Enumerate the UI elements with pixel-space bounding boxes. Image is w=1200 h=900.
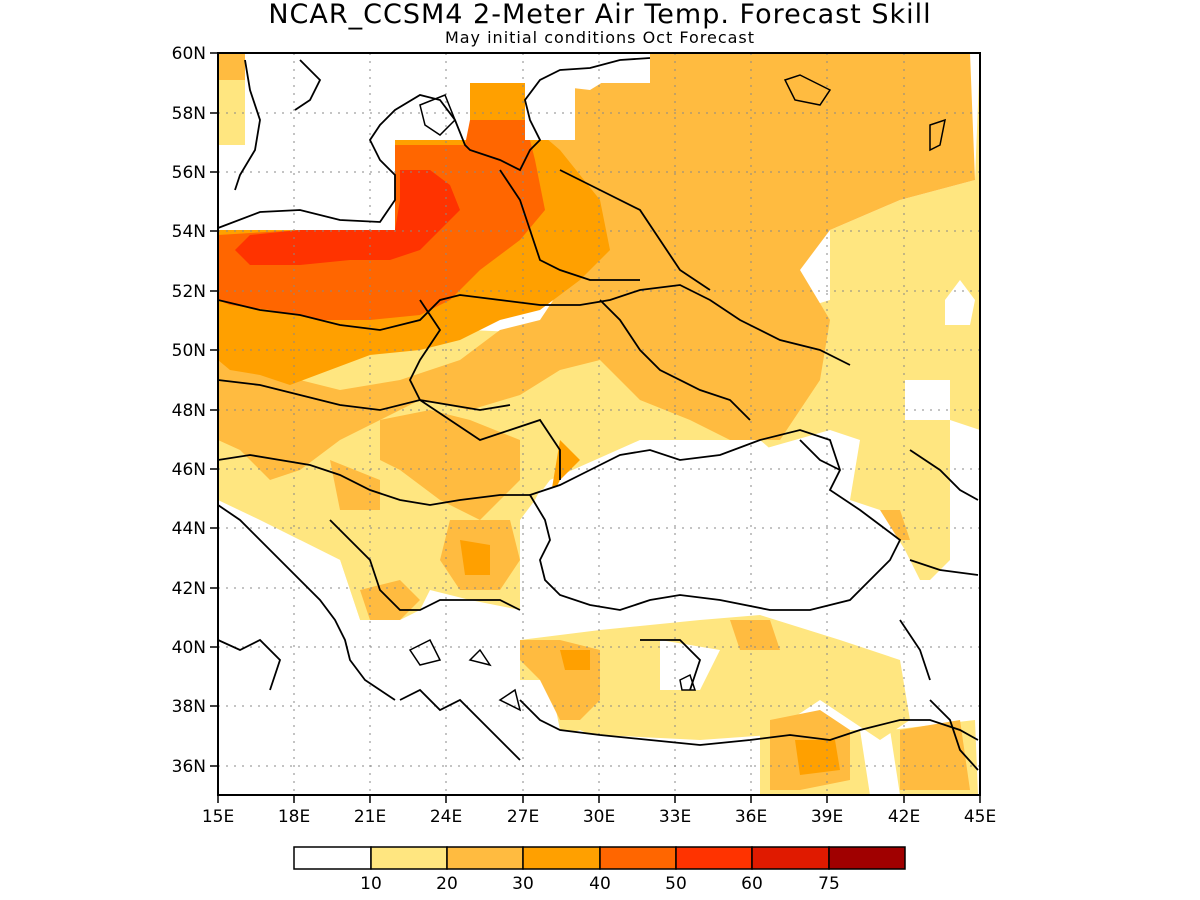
lon-label: 21E: [354, 807, 386, 827]
colorbar-swatch: [599, 846, 677, 870]
lat-label: 58N: [172, 104, 206, 124]
lon-label: 24E: [430, 807, 462, 827]
lon-label: 15E: [202, 807, 234, 827]
lat-label: 42N: [172, 579, 206, 599]
lon-label: 30E: [583, 807, 615, 827]
lat-label: 52N: [172, 282, 206, 302]
colorbar-swatch: [293, 846, 372, 870]
map-subtitle: May initial conditions Oct Forecast: [444, 28, 756, 47]
lat-label: 44N: [172, 519, 206, 539]
lat-label: 48N: [172, 401, 206, 421]
colorbar-swatch: [370, 846, 448, 870]
lon-labels: 15E 18E 21E 24E 27E 30E 33E 36E 39E 42E …: [202, 807, 996, 827]
lat-label: 50N: [172, 341, 206, 361]
coastlines: [218, 57, 979, 771]
shade-20-30: [218, 53, 975, 790]
colorbar-label: 40: [589, 874, 611, 894]
colorbar-label: 10: [360, 874, 382, 894]
colorbar-label: 50: [665, 874, 687, 894]
colorbar-label: 20: [436, 874, 458, 894]
colorbar-swatch: [446, 846, 524, 870]
lat-label: 36N: [172, 757, 206, 777]
axis-ticks: [210, 52, 981, 803]
skill-shading: [218, 53, 980, 795]
sea-mask: [218, 53, 978, 795]
colorbar: [293, 846, 906, 870]
lon-label: 33E: [659, 807, 691, 827]
colorbar-label: 75: [818, 874, 840, 894]
lat-label: 40N: [172, 638, 206, 658]
colorbar-labels: 10 20 30 40 50 60 75: [360, 874, 840, 894]
colorbar-label: 30: [512, 874, 534, 894]
lat-labels: 60N 58N 56N 54N 52N 50N 48N 46N 44N 42N …: [172, 44, 206, 777]
map-title: NCAR_CCSM4 2-Meter Air Temp. Forecast Sk…: [268, 0, 932, 30]
lon-label: 36E: [735, 807, 767, 827]
shade-40-50: [218, 120, 545, 320]
colorbar-label: 60: [741, 874, 763, 894]
lat-label: 56N: [172, 163, 206, 183]
lon-label: 45E: [964, 807, 996, 827]
islands: [408, 74, 946, 712]
lon-label: 39E: [811, 807, 843, 827]
lat-label: 54N: [172, 222, 206, 242]
shade-50-60: [235, 170, 460, 265]
colorbar-swatch: [828, 846, 906, 870]
colorbar-swatch: [675, 846, 753, 870]
colorbar-swatch: [522, 846, 601, 870]
lon-label: 27E: [507, 807, 539, 827]
lat-label: 60N: [172, 44, 206, 64]
lon-label: 18E: [278, 807, 310, 827]
lon-label: 42E: [888, 807, 920, 827]
colorbar-swatch: [751, 846, 830, 870]
lat-label: 46N: [172, 460, 206, 480]
lat-label: 38N: [172, 697, 206, 717]
